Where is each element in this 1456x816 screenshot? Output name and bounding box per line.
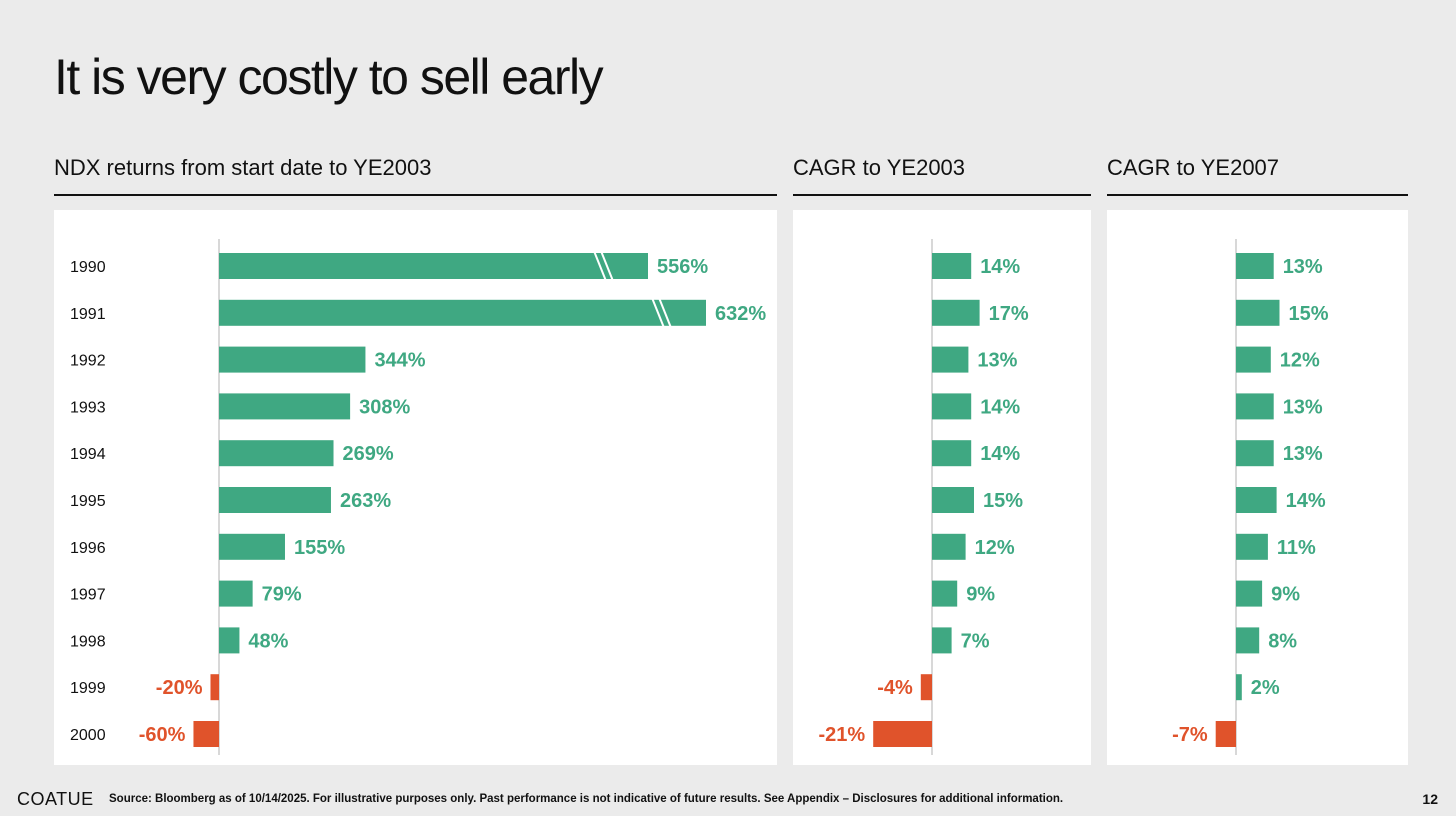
chart-panel-cagr-2003: 14% 17% 13% 14% 14% 15% 12% 9% 7% -4% -21% [793,210,1091,765]
category-label-1992: 1992 [70,353,106,370]
data-label-1993: 308% [359,396,410,418]
axis-break-mark [651,297,672,329]
data-label-1999: -20% [156,677,203,699]
data-label-1994: 13% [1283,443,1323,465]
data-label-1992: 344% [374,350,425,372]
data-label-1993: 13% [1283,396,1323,418]
data-label-1998: 48% [248,630,288,652]
data-label-1991: 17% [989,303,1029,325]
data-label-1997: 79% [262,584,302,606]
data-label-1996: 155% [294,537,345,559]
bar-1991 [932,299,980,326]
data-label-1990: 13% [1283,256,1323,278]
data-label-1995: 15% [983,490,1023,512]
axis-break-mark [593,250,614,282]
divider-cagr-2007 [1107,194,1408,196]
category-label-2000: 2000 [70,727,106,744]
category-label-1993: 1993 [70,399,106,416]
bar-1992 [219,346,366,373]
divider-cagr-2003 [793,194,1091,196]
bar-1994 [932,440,972,467]
data-label-1992: 13% [977,350,1017,372]
data-label-1996: 11% [1277,537,1316,559]
chart-title-cagr-2007: CAGR to YE2007 [1107,155,1280,180]
bar-1993 [1236,393,1274,420]
bar-1992 [932,346,969,373]
page-number: 12 [1422,791,1438,807]
data-label-2000: -7% [1172,724,1208,746]
data-label-1998: 7% [961,630,990,652]
bar-1995 [932,487,974,513]
data-label-1998: 8% [1268,630,1297,652]
category-label-1995: 1995 [70,493,106,510]
data-label-1991: 15% [1289,303,1329,325]
bar-2000 [873,721,932,747]
bar-1995 [219,487,331,513]
data-label-2000: -21% [818,724,865,746]
data-label-2000: -60% [139,724,186,746]
cagr-2007-chart: 13% 15% 12% 13% 13% 14% 11% 9% 8% 2% -7% [1172,239,1329,755]
bar-1998 [932,627,952,654]
data-label-1999: -4% [877,677,913,699]
bar-1997 [1236,580,1263,607]
bar-1990 [219,253,648,279]
bar-1998 [219,627,240,654]
category-label-1991: 1991 [70,306,106,323]
bar-1990 [932,253,972,279]
category-label-1999: 1999 [70,680,106,697]
category-label-1998: 1998 [70,633,106,650]
data-label-1991: 632% [715,303,766,325]
data-label-1990: 14% [980,256,1020,278]
bar-1996 [219,533,285,560]
bar-1993 [932,393,972,420]
bar-1995 [1236,487,1277,513]
data-label-1997: 9% [1271,584,1300,606]
bar-1993 [219,393,351,420]
bar-1999 [210,674,219,701]
category-label-1996: 1996 [70,540,106,557]
bar-2000 [1215,721,1236,747]
bar-1997 [219,580,253,607]
data-label-1992: 12% [1280,350,1320,372]
page-title: It is very costly to sell early [54,49,604,105]
ndx-returns-chart: 556% 1990 632% 1991 344% 1992 308% 1993 269% 1994… [70,239,766,755]
bar-1999 [920,674,932,701]
data-label-1993: 14% [980,396,1020,418]
bar-1994 [219,440,334,467]
data-label-1995: 263% [340,490,391,512]
bar-1990 [1236,253,1274,279]
bar-1991 [219,299,706,326]
category-label-1997: 1997 [70,587,106,604]
company-logo: COATUE [17,789,94,809]
bar-2000 [193,721,219,747]
data-label-1990: 556% [657,256,708,278]
bar-1997 [932,580,958,607]
chart-title-cagr-2003: CAGR to YE2003 [793,155,966,180]
category-label-1990: 1990 [70,259,106,276]
cagr-2003-chart: 14% 17% 13% 14% 14% 15% 12% 9% 7% -4% -21% [818,239,1029,755]
bar-1996 [932,533,966,560]
bar-1992 [1236,346,1271,373]
category-label-1994: 1994 [70,446,106,463]
data-label-1995: 14% [1286,490,1326,512]
data-label-1994: 14% [980,443,1020,465]
chart-panel-cagr-2007: 13% 15% 12% 13% 13% 14% 11% 9% 8% 2% -7% [1107,210,1408,765]
bar-1996 [1236,533,1268,560]
data-label-1994: 269% [343,443,394,465]
bar-1994 [1236,440,1274,467]
bar-1991 [1236,299,1280,326]
bar-1999 [1236,674,1242,701]
data-label-1996: 12% [975,537,1015,559]
bar-1998 [1236,627,1260,654]
data-label-1997: 9% [966,584,995,606]
chart-title-ndx-returns: NDX returns from start date to YE2003 [54,155,432,180]
source-footnote: Source: Bloomberg as of 10/14/2025. For … [109,793,1064,805]
divider-ndx-returns [54,194,777,196]
chart-panel-ndx-returns: 556% 1990 632% 1991 344% 1992 308% 1993 269% 1994… [54,210,777,765]
data-label-1999: 2% [1251,677,1280,699]
